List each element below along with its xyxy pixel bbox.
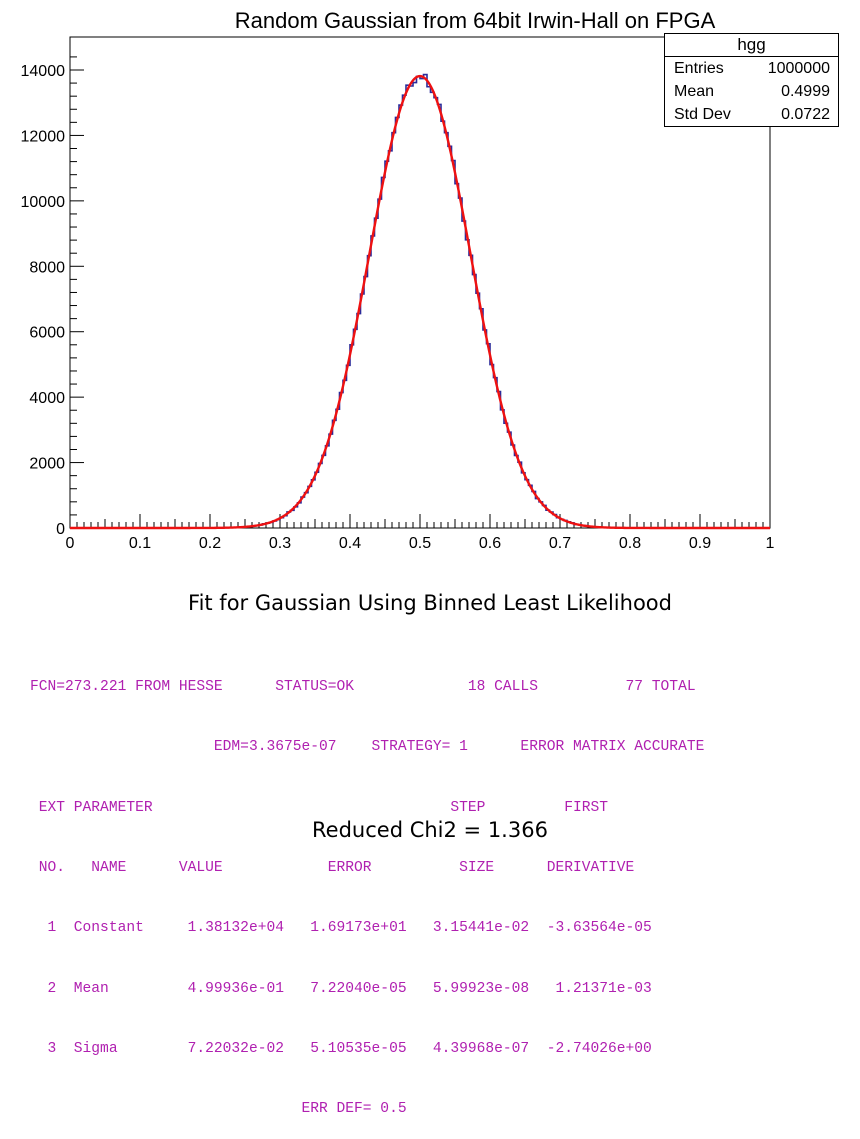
fit-output-line: 3 Sigma 7.22032e-02 5.10535e-05 4.39968e… [30,1040,652,1057]
x-tick-label: 0.4 [339,535,361,552]
x-tick-label: 1 [766,535,775,552]
x-tick-label: 0.5 [409,535,431,552]
stats-value: 1000000 [767,60,830,77]
stats-row-mean: Mean 0.4999 [665,80,838,103]
histogram-outline [70,73,770,529]
fit-output-line: ERR DEF= 0.5 [30,1101,407,1118]
stats-box: hgg Entries 1000000 Mean 0.4999 Std Dev … [664,33,839,127]
x-tick-label: 0.2 [199,535,221,552]
stats-row-entries: Entries 1000000 [665,57,838,80]
gaussian-fit-curve [70,74,770,530]
reduced-chi2: Reduced Chi2 = 1.366 [312,818,548,842]
y-tick-label: 12000 [21,128,66,145]
stats-value: 0.4999 [781,83,830,100]
fit-output-line: 2 Mean 4.99936e-01 7.22040e-05 5.99923e-… [30,980,652,997]
fit-output-line: 1 Constant 1.38132e+04 1.69173e+01 3.154… [30,920,652,937]
chart-title: Random Gaussian from 64bit Irwin-Hall on… [235,8,716,33]
x-tick-label: 0.8 [619,535,641,552]
y-tick-label: 10000 [21,194,66,211]
fit-curve-layer [70,74,770,530]
stats-value: 0.0722 [781,106,830,123]
y-tick-label: 6000 [29,325,65,342]
histogram-bars [70,73,770,529]
x-tick-label: 0.7 [549,535,571,552]
axes: 0 0.1 0.2 0.3 0.4 0.5 0.6 0.7 0.8 0.9 1 0 2000 4000 60… [21,36,775,552]
histogram-plot: Random Gaussian from 64bit Irwin-Hall on… [21,8,775,552]
stats-label: Entries [674,60,724,77]
y-tick-label: 14000 [21,63,66,80]
x-tick-label: 0.6 [479,535,501,552]
x-tick-label: 0.1 [129,535,151,552]
y-tick-label: 0 [56,521,65,538]
y-tick-label: 2000 [29,456,65,473]
fit-caption: Fit for Gaussian Using Binned Least Like… [188,591,672,615]
y-tick-label: 4000 [29,390,65,407]
x-tick-label: 0 [66,535,75,552]
fit-output-line: FCN=273.221 FROM HESSE STATUS=OK 18 CALL… [30,679,696,696]
stats-row-stddev: Std Dev 0.0722 [665,103,838,126]
stats-label: Std Dev [674,106,731,123]
stats-title: hgg [665,34,838,57]
y-tick-label: 8000 [29,259,65,276]
fit-output: FCN=273.221 FROM HESSE STATUS=OK 18 CALL… [30,637,704,1139]
x-tick-label: 0.9 [689,535,711,552]
fit-output-line: NO. NAME VALUE ERROR SIZE DERIVATIVE [30,860,635,877]
fit-output-line: EDM=3.3675e-07 STRATEGY= 1 ERROR MATRIX … [30,739,705,756]
stats-label: Mean [674,83,715,100]
x-tick-label: 0.3 [269,535,291,552]
fit-output-line: EXT PARAMETER STEP FIRST [30,799,609,816]
